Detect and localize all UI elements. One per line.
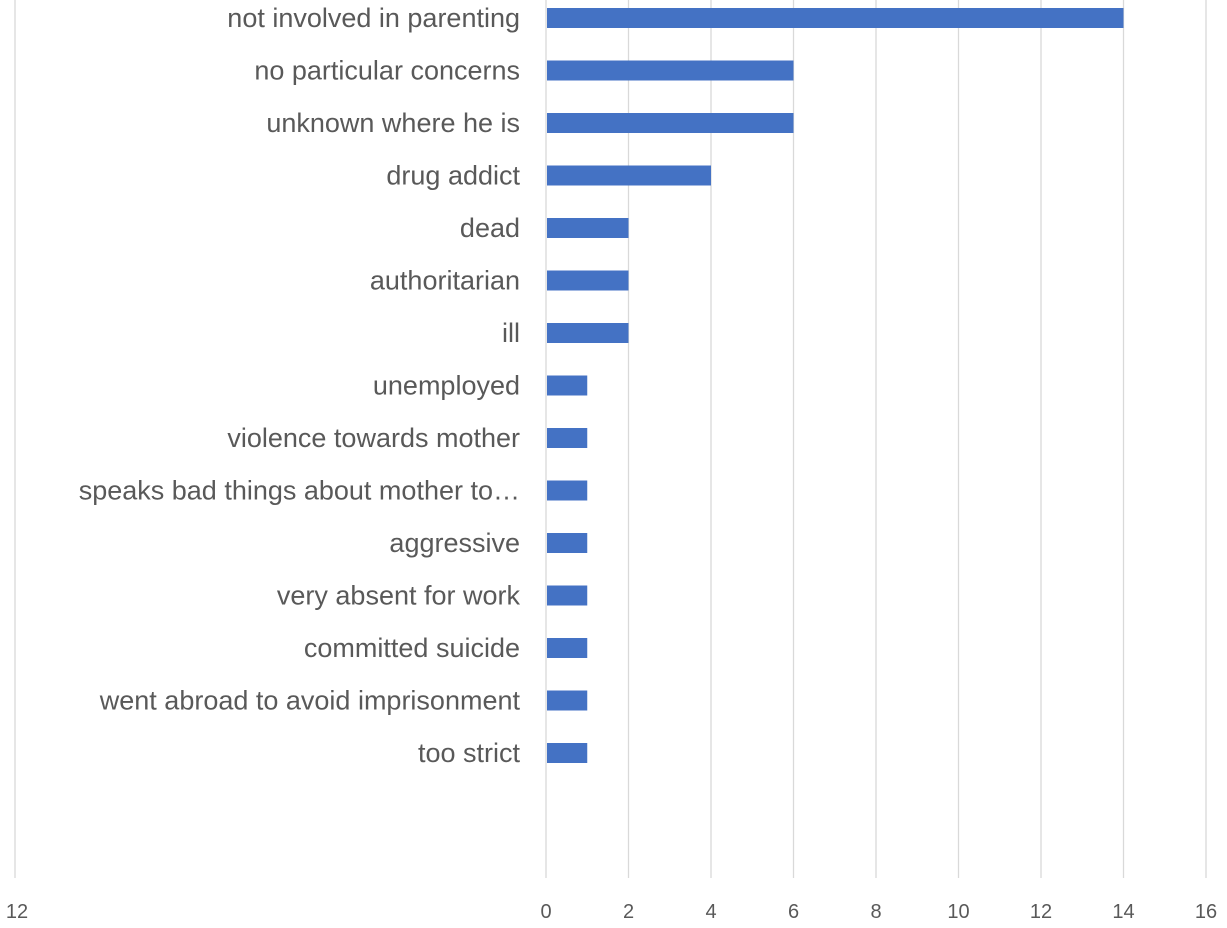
bar-11 xyxy=(547,585,588,606)
bar-6 xyxy=(547,323,629,343)
bar-14 xyxy=(547,743,588,763)
category-label-7: unemployed xyxy=(373,371,520,401)
x-tick-label-16: 16 xyxy=(1195,901,1217,923)
bars xyxy=(547,8,1124,763)
category-label-12: committed suicide xyxy=(304,633,520,663)
category-label-9: speaks bad things about mother to… xyxy=(79,476,520,506)
category-label-5: authoritarian xyxy=(370,266,520,296)
bar-5 xyxy=(547,270,629,291)
bar-4 xyxy=(547,218,629,238)
x-tick-label-8: 8 xyxy=(870,901,881,923)
bar-8 xyxy=(547,428,588,448)
bar-0 xyxy=(547,8,1124,28)
category-label-3: drug addict xyxy=(386,161,520,191)
x-tick-label-4: 4 xyxy=(705,901,716,923)
category-label-10: aggressive xyxy=(389,528,520,558)
gridlines xyxy=(545,0,1207,878)
category-label-14: too strict xyxy=(418,738,521,768)
bar-10 xyxy=(547,533,588,553)
category-label-6: ill xyxy=(502,318,520,348)
category-label-0: not involved in parenting xyxy=(227,3,520,33)
stray-tick-label: 12 xyxy=(6,901,28,923)
x-tick-label-0: 0 xyxy=(540,901,551,923)
x-axis-tick-labels: 0 2 4 6 8 10 12 14 16 xyxy=(540,901,1217,923)
category-label-8: violence towards mother xyxy=(227,423,520,453)
x-tick-label-12: 12 xyxy=(1030,901,1052,923)
bar-2 xyxy=(547,113,794,133)
category-label-11: very absent for work xyxy=(277,581,521,611)
category-label-13: went abroad to avoid imprisonment xyxy=(99,686,521,716)
x-tick-label-10: 10 xyxy=(947,901,969,923)
bar-13 xyxy=(547,690,588,711)
bar-9 xyxy=(547,480,588,501)
x-tick-label-2: 2 xyxy=(623,901,634,923)
bar-3 xyxy=(547,165,711,186)
bar-7 xyxy=(547,375,588,396)
bar-12 xyxy=(547,638,588,658)
category-label-1: no particular concerns xyxy=(254,56,520,86)
category-label-2: unknown where he is xyxy=(266,108,520,138)
bar-1 xyxy=(547,60,794,81)
x-tick-label-14: 14 xyxy=(1112,901,1134,923)
category-labels: not involved in parenting no particular c… xyxy=(79,3,521,768)
category-label-4: dead xyxy=(460,213,520,243)
x-tick-label-6: 6 xyxy=(788,901,799,923)
